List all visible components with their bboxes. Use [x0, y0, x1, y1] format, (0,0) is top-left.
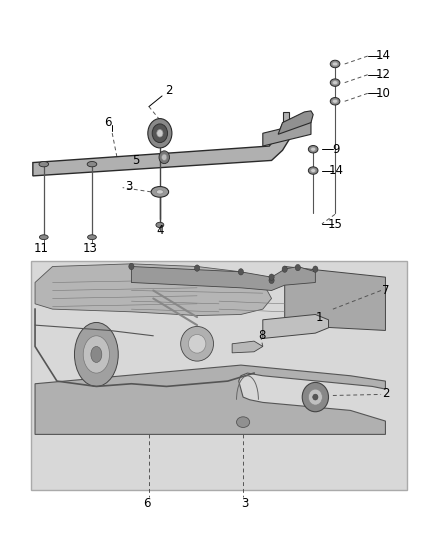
- Ellipse shape: [308, 146, 318, 153]
- Circle shape: [313, 266, 318, 272]
- Text: 10: 10: [376, 87, 391, 100]
- Ellipse shape: [330, 60, 340, 68]
- Text: 2: 2: [165, 84, 173, 97]
- Polygon shape: [232, 341, 263, 353]
- Circle shape: [269, 277, 274, 284]
- Circle shape: [194, 265, 200, 271]
- Polygon shape: [131, 266, 315, 290]
- Text: 14: 14: [328, 164, 343, 177]
- Text: 6: 6: [143, 497, 151, 510]
- Ellipse shape: [87, 161, 97, 167]
- Ellipse shape: [74, 322, 118, 386]
- Circle shape: [159, 151, 170, 164]
- Circle shape: [238, 269, 244, 275]
- Polygon shape: [263, 122, 311, 146]
- Text: 6: 6: [104, 116, 112, 129]
- Polygon shape: [285, 266, 385, 330]
- Ellipse shape: [330, 79, 340, 86]
- Ellipse shape: [156, 222, 164, 228]
- Text: 2: 2: [382, 387, 390, 400]
- Ellipse shape: [308, 167, 318, 174]
- Ellipse shape: [180, 326, 214, 361]
- Circle shape: [269, 274, 274, 280]
- Text: 5: 5: [132, 155, 139, 167]
- Circle shape: [162, 154, 167, 160]
- Polygon shape: [33, 124, 289, 176]
- Text: 11: 11: [33, 242, 48, 255]
- Text: 8: 8: [258, 329, 265, 342]
- Text: 4: 4: [156, 224, 164, 237]
- Circle shape: [129, 263, 134, 270]
- Ellipse shape: [188, 335, 206, 353]
- Ellipse shape: [83, 336, 110, 373]
- Polygon shape: [263, 314, 328, 338]
- Text: 3: 3: [126, 180, 133, 193]
- Ellipse shape: [302, 383, 328, 411]
- Text: 15: 15: [328, 219, 343, 231]
- Polygon shape: [278, 111, 313, 134]
- Text: 13: 13: [82, 242, 97, 255]
- Ellipse shape: [308, 389, 322, 405]
- Ellipse shape: [148, 118, 172, 148]
- Ellipse shape: [157, 130, 163, 137]
- FancyBboxPatch shape: [31, 261, 407, 490]
- Ellipse shape: [152, 124, 167, 142]
- Ellipse shape: [151, 187, 169, 197]
- Polygon shape: [35, 264, 272, 316]
- Ellipse shape: [237, 417, 250, 427]
- Polygon shape: [283, 112, 289, 127]
- Ellipse shape: [332, 80, 338, 84]
- Ellipse shape: [311, 147, 315, 151]
- Text: 14: 14: [376, 50, 391, 62]
- Polygon shape: [35, 365, 385, 434]
- Circle shape: [282, 266, 287, 272]
- Text: 1: 1: [316, 311, 324, 324]
- Ellipse shape: [330, 98, 340, 105]
- Text: 3: 3: [241, 497, 248, 510]
- Ellipse shape: [332, 62, 338, 66]
- Ellipse shape: [39, 161, 49, 167]
- Text: 7: 7: [381, 284, 389, 297]
- Ellipse shape: [91, 346, 102, 362]
- Ellipse shape: [313, 394, 318, 400]
- Circle shape: [295, 264, 300, 271]
- Text: 12: 12: [376, 68, 391, 81]
- Ellipse shape: [88, 235, 96, 240]
- Ellipse shape: [332, 99, 338, 103]
- Ellipse shape: [39, 235, 48, 240]
- Ellipse shape: [311, 168, 315, 173]
- Text: 9: 9: [332, 143, 340, 156]
- Ellipse shape: [156, 190, 163, 194]
